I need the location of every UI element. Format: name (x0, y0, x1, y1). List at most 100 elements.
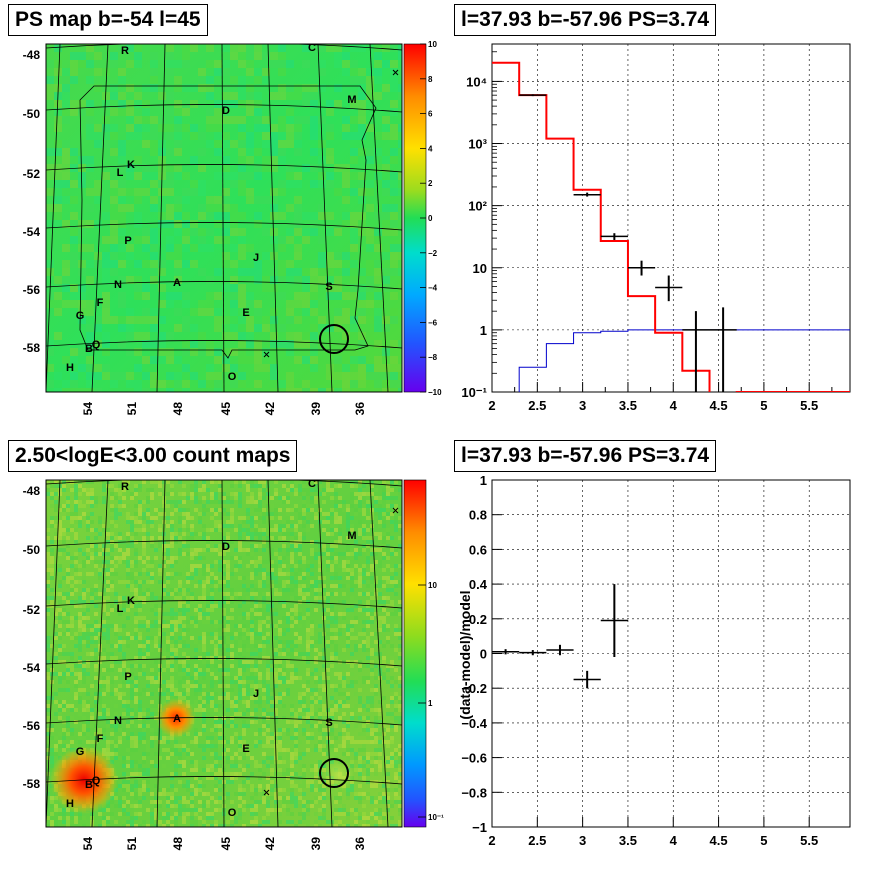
map-pixel (94, 364, 102, 372)
map-pixel (346, 604, 350, 608)
map-pixel (262, 580, 266, 584)
map-pixel (310, 164, 318, 172)
map-pixel (226, 628, 230, 632)
map-pixel (318, 676, 322, 680)
map-pixel (210, 692, 214, 696)
map-pixel (78, 580, 82, 584)
map-pixel (398, 696, 402, 700)
map-pixel (342, 508, 346, 512)
map-pixel (98, 680, 102, 684)
map-pixel (370, 480, 374, 484)
map-pixel (218, 696, 222, 700)
map-pixel (350, 156, 358, 164)
map-pixel (158, 116, 166, 124)
map-pixel (90, 684, 94, 688)
map-pixel (238, 252, 246, 260)
map-pixel (306, 720, 310, 724)
map-pixel (210, 736, 214, 740)
map-pixel (178, 536, 182, 540)
map-pixel (238, 52, 246, 60)
map-pixel (126, 760, 130, 764)
map-pixel (286, 720, 290, 724)
map-pixel (346, 564, 350, 568)
map-pixel (350, 736, 354, 740)
map-pixel (374, 688, 378, 692)
map-pixel (330, 620, 334, 624)
map-pixel (286, 660, 290, 664)
map-pixel (282, 760, 286, 764)
map-pixel (198, 380, 206, 388)
map-pixel (94, 656, 98, 660)
map-pixel (174, 588, 178, 592)
map-pixel (114, 744, 118, 748)
map-pixel (390, 212, 398, 220)
map-pixel (214, 348, 222, 356)
map-pixel (46, 84, 54, 92)
map-pixel (106, 752, 110, 756)
map-pixel (110, 584, 114, 588)
map-pixel (294, 84, 302, 92)
map-pixel (398, 252, 402, 260)
map-pixel (230, 244, 238, 252)
map-pixel (230, 492, 234, 496)
map-pixel (258, 544, 262, 548)
map-pixel (254, 604, 258, 608)
map-pixel (78, 604, 82, 608)
map-pixel (286, 748, 290, 752)
map-pixel (270, 140, 278, 148)
map-pixel (134, 636, 138, 640)
map-pixel (322, 492, 326, 496)
map-pixel (122, 772, 126, 776)
map-pixel (58, 508, 62, 512)
map-pixel (194, 600, 198, 604)
map-pixel (174, 652, 178, 656)
map-pixel (238, 540, 242, 544)
map-pixel (238, 528, 242, 532)
map-pixel (262, 284, 270, 292)
map-pixel (366, 620, 370, 624)
map-pixel (266, 660, 270, 664)
map-pixel (222, 692, 226, 696)
map-pixel (170, 752, 174, 756)
map-pixel (302, 484, 306, 488)
map-pixel (142, 116, 150, 124)
map-pixel (266, 592, 270, 596)
map-pixel (270, 268, 278, 276)
map-pixel (386, 564, 390, 568)
map-pixel (374, 488, 378, 492)
map-pixel (58, 660, 62, 664)
map-pixel (314, 488, 318, 492)
map-pixel (78, 624, 82, 628)
map-pixel (74, 492, 78, 496)
map-pixel (330, 744, 334, 748)
map-pixel (46, 648, 50, 652)
map-pixel (386, 724, 390, 728)
map-pixel (226, 520, 230, 524)
map-pixel (366, 576, 370, 580)
map-pixel (382, 372, 390, 380)
map-pixel (222, 736, 226, 740)
map-pixel (382, 164, 390, 172)
map-pixel (322, 588, 326, 592)
map-pixel (282, 748, 286, 752)
map-pixel (266, 684, 270, 688)
map-pixel (358, 308, 366, 316)
map-pixel (226, 536, 230, 540)
map-pixel (102, 68, 110, 76)
map-pixel (238, 300, 246, 308)
map-pixel (94, 548, 98, 552)
map-pixel (262, 772, 266, 776)
map-pixel (82, 604, 86, 608)
map-pixel (118, 580, 122, 584)
map-pixel (166, 624, 170, 628)
map-pixel (166, 644, 170, 648)
map-pixel (46, 600, 50, 604)
map-pixel (190, 228, 198, 236)
map-pixel (310, 712, 314, 716)
map-pixel (350, 116, 358, 124)
map-pixel (102, 212, 110, 220)
map-pixel (206, 564, 210, 568)
map-pixel (90, 540, 94, 544)
map-pixel (102, 604, 106, 608)
